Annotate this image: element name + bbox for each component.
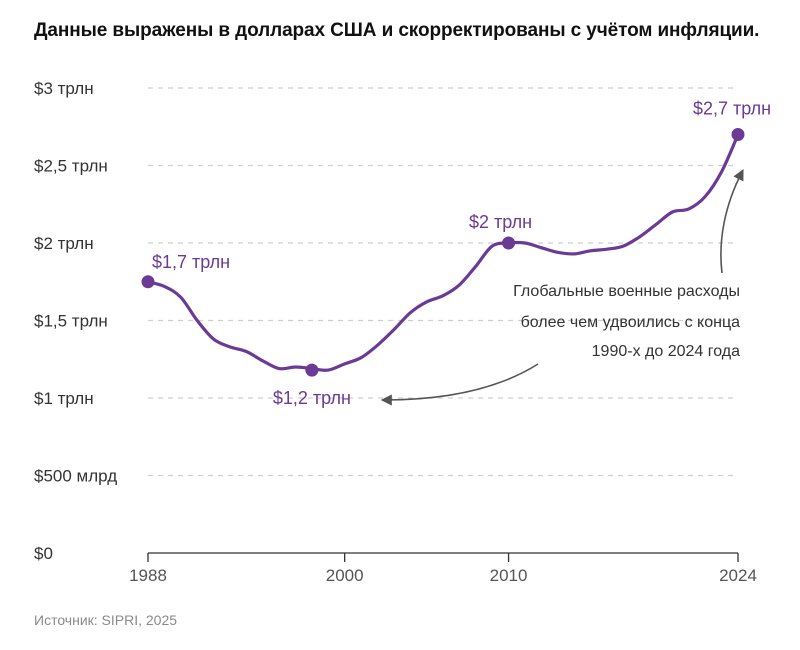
y-tick-label: $2 трлн (34, 234, 94, 253)
y-tick-label: $0 (34, 544, 53, 563)
x-axis-ticks: 1988 2000 2010 2024 (129, 566, 757, 585)
data-label: $2 трлн (469, 212, 532, 232)
x-tick-label: 2000 (326, 566, 364, 585)
y-tick-label: $3 трлн (34, 79, 94, 98)
annotation-text: более чем удвоились с конца (521, 314, 741, 331)
series-layer (146, 132, 740, 372)
highlight-points: $1,7 трлн $1,2 трлн $2 трлн $2,7 трлн (141, 99, 771, 408)
y-axis-ticks: $0 $500 млрд $1 трлн $1,5 трлн $2 трлн $2,5 т… (34, 79, 117, 563)
y-tick-label: $1,5 трлн (34, 312, 108, 331)
data-label: $1,7 трлн (152, 252, 230, 272)
x-tick-label: 1988 (129, 566, 167, 585)
annotation-text: Глобальные военные расходы (513, 283, 740, 300)
data-label: $2,7 трлн (693, 99, 771, 119)
y-tick-label: $1 трлн (34, 389, 94, 408)
arrow-to-1998 (380, 363, 539, 406)
x-tick-label: 2010 (490, 566, 528, 585)
highlight-point (141, 275, 155, 289)
gridlines (148, 87, 738, 477)
series-line (146, 132, 740, 372)
highlight-point (731, 128, 745, 141)
y-tick-label: $500 млрд (34, 467, 117, 486)
data-label: $1,2 трлн (273, 388, 351, 408)
highlight-point (502, 236, 516, 250)
annotation-group: Глобальные военные расходы более чем удво… (380, 169, 744, 406)
highlight-point (305, 363, 319, 377)
x-axis (147, 552, 739, 562)
x-tick-label: 2024 (719, 566, 757, 585)
chart-title: Данные выражены в долларах США и скоррек… (34, 20, 760, 41)
arrow-to-2024 (720, 169, 744, 274)
chart-source: Источник: SIPRI, 2025 (34, 612, 178, 628)
y-tick-label: $2,5 трлн (34, 157, 108, 176)
annotation-text: 1990-х до 2024 года (592, 343, 740, 360)
